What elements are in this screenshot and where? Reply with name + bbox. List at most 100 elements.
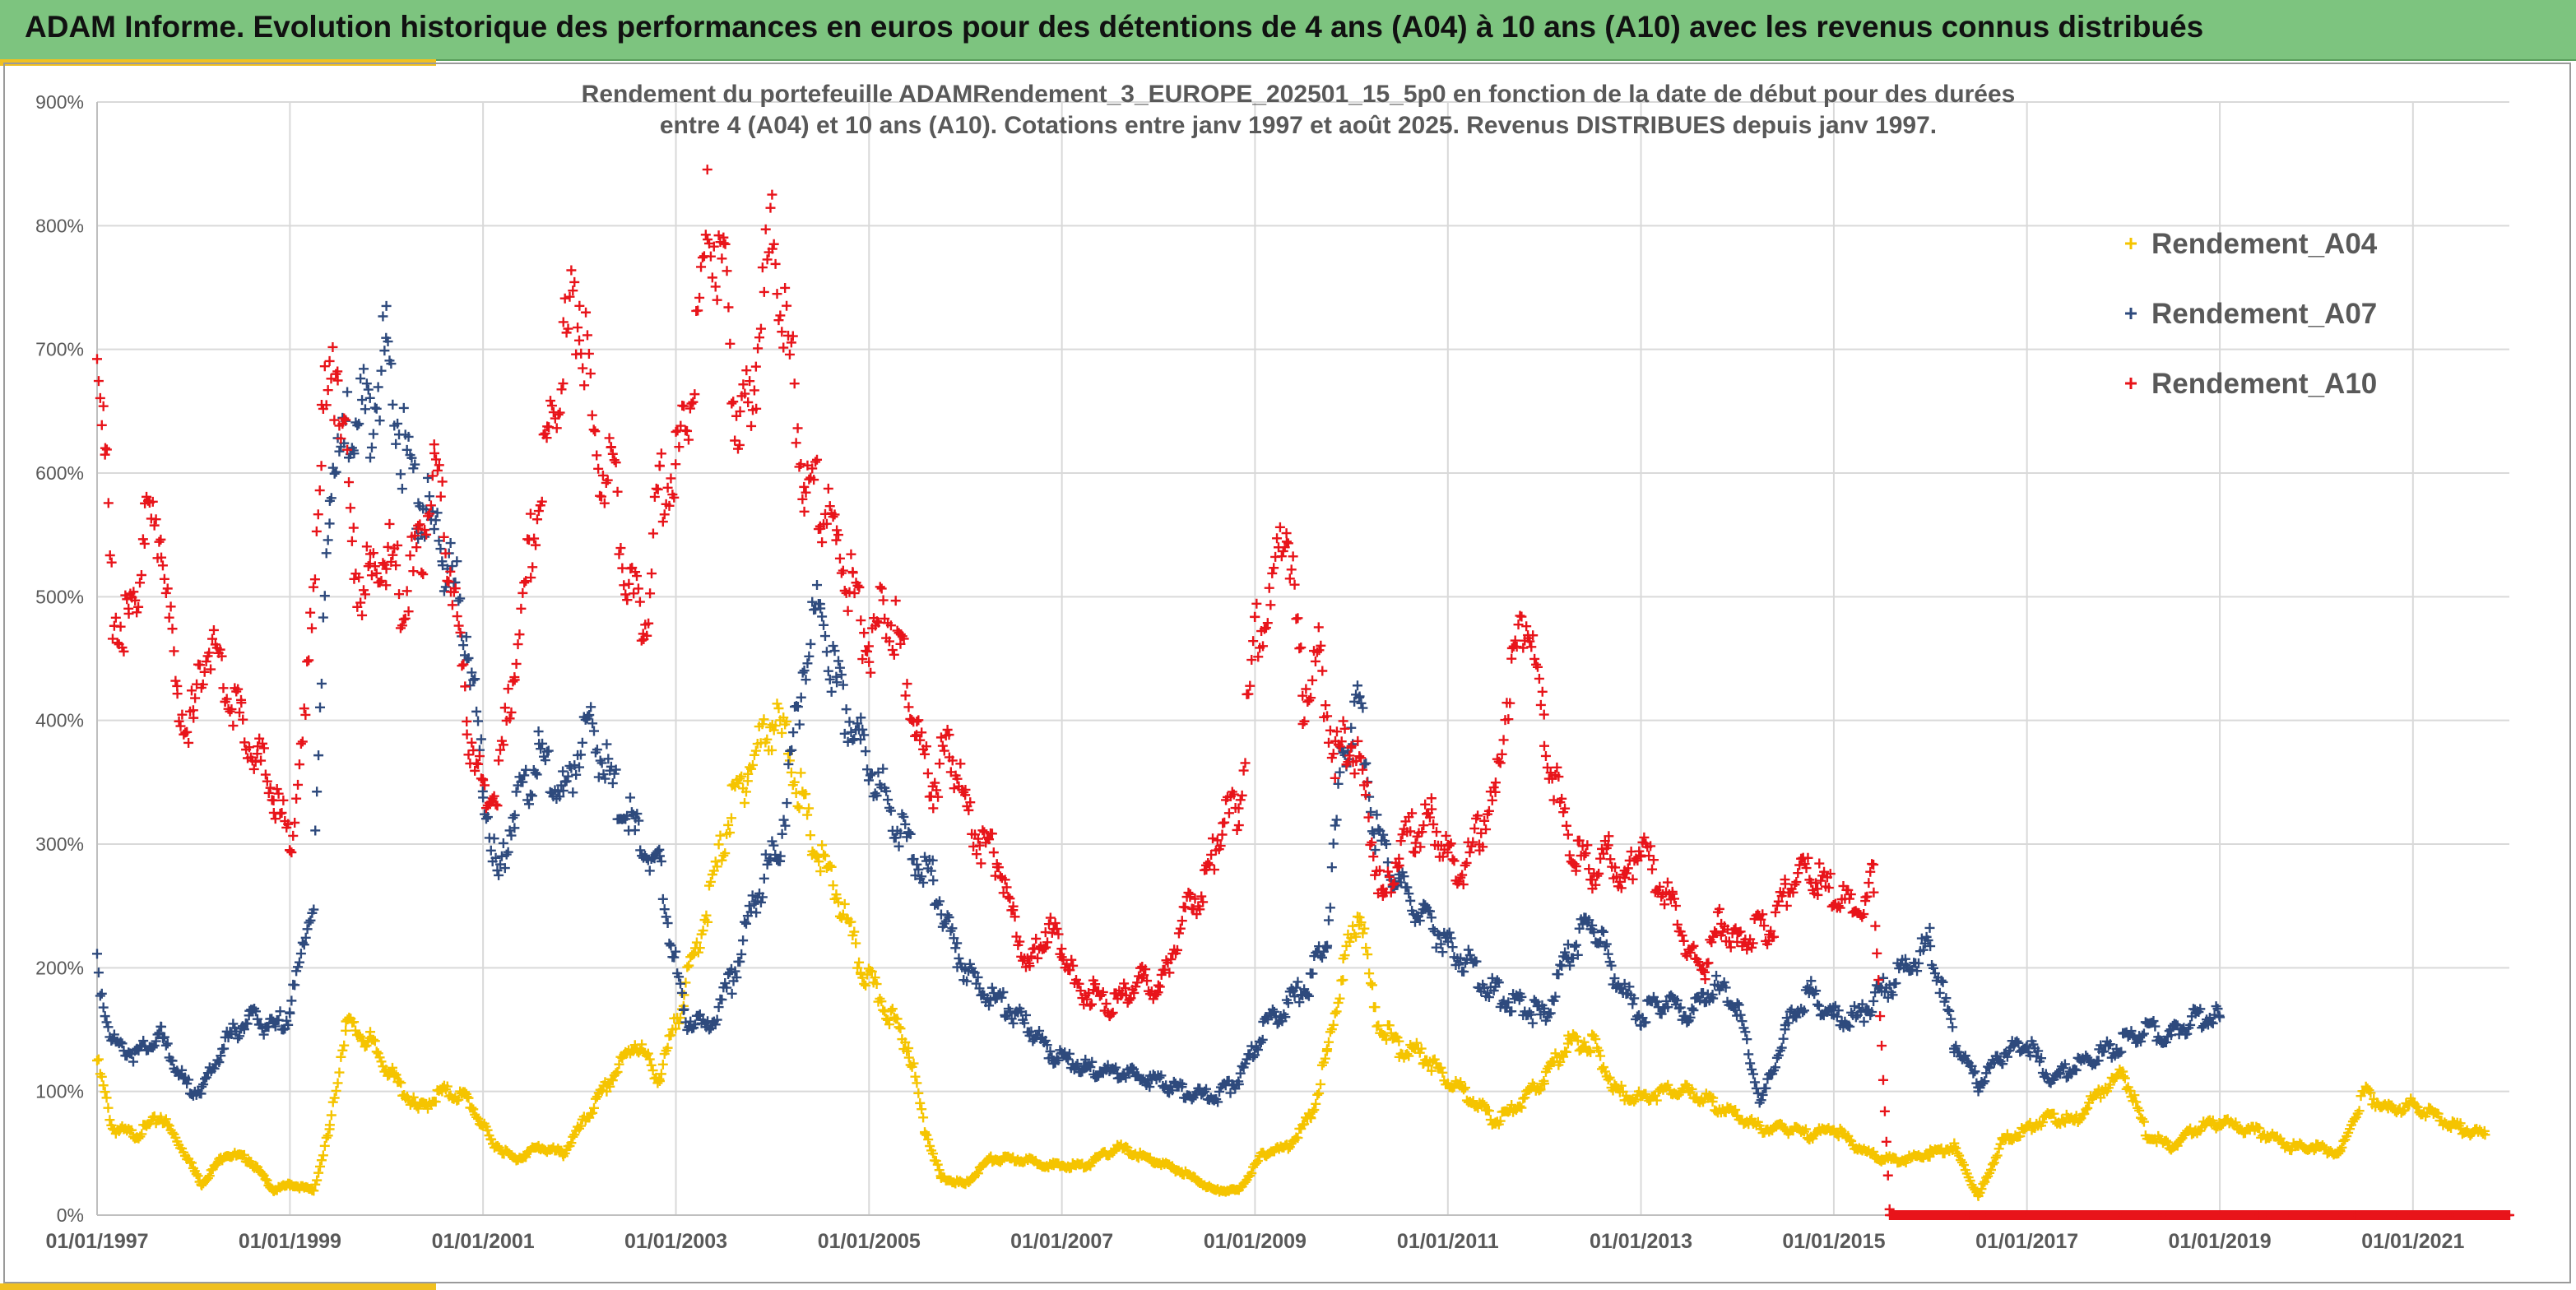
data-point (1281, 536, 1292, 547)
data-point (1243, 689, 1254, 699)
data-point (574, 335, 585, 346)
data-point (1381, 1034, 1391, 1045)
data-point (1299, 984, 1310, 995)
data-point (96, 988, 107, 999)
data-point (644, 865, 655, 876)
data-point (1309, 1105, 1320, 1116)
data-point (1711, 971, 1722, 981)
data-point (361, 1040, 372, 1051)
data-point (294, 957, 304, 968)
data-point (972, 972, 983, 982)
data-point (1200, 1084, 1211, 1094)
data-point (782, 798, 792, 809)
legend-label: Rendement_A07 (2151, 298, 2377, 330)
data-point (743, 768, 754, 779)
data-point (341, 1025, 351, 1036)
data-point (162, 1038, 173, 1049)
data-point (100, 1011, 110, 1022)
data-point (326, 493, 337, 503)
data-point (411, 542, 422, 553)
data-point (819, 619, 829, 630)
x-tick-label: 01/01/2003 (624, 1230, 727, 1253)
data-point (494, 755, 504, 766)
data-point (1322, 940, 1333, 951)
data-point (139, 538, 150, 549)
data-point (160, 1040, 171, 1051)
data-point (2118, 1071, 2128, 1082)
data-point (1323, 915, 1334, 926)
data-point (1366, 978, 1376, 989)
data-point (918, 877, 929, 888)
data-point (302, 657, 313, 667)
data-point (715, 830, 726, 841)
data-point (1328, 1019, 1339, 1030)
data-point (1354, 691, 1365, 702)
data-point (1601, 939, 1612, 949)
data-point (2412, 1102, 2423, 1112)
data-point (462, 716, 472, 726)
data-point (1219, 817, 1230, 828)
data-point (2161, 1135, 2171, 1146)
data-point (379, 346, 390, 356)
legend-marker (2125, 378, 2137, 389)
data-point (408, 566, 419, 577)
data-point (831, 535, 842, 545)
data-point (834, 553, 845, 564)
data-point (1361, 758, 1372, 768)
data-point (1924, 922, 1935, 933)
data-point (364, 559, 375, 569)
data-point (1272, 533, 1283, 544)
data-point (478, 792, 489, 803)
data-point (1367, 980, 1377, 991)
data-point (110, 612, 121, 623)
data-point (723, 302, 734, 313)
data-point (342, 387, 353, 397)
data-point (824, 861, 835, 871)
data-point (521, 1152, 531, 1162)
data-point (932, 1159, 943, 1170)
x-tick-label: 01/01/2001 (432, 1230, 535, 1253)
data-point (584, 710, 595, 721)
data-point (357, 610, 368, 620)
data-point (365, 452, 376, 463)
data-point (1416, 1043, 1427, 1054)
data-point (1944, 1005, 1955, 1016)
data-point (1703, 958, 1714, 968)
data-point (1535, 699, 1546, 710)
data-point (514, 772, 525, 782)
data-point (675, 978, 685, 989)
data-point (1161, 1080, 1172, 1091)
data-point (361, 378, 372, 389)
data-point (540, 755, 550, 766)
data-point (423, 472, 434, 483)
data-point (1748, 1069, 1758, 1079)
data-point (1867, 1148, 1877, 1158)
data-point (1976, 1184, 1987, 1195)
data-point (566, 265, 577, 276)
data-point (609, 455, 620, 466)
data-point (705, 876, 716, 887)
y-axis-ticks: 900%800%700%600%500%400%300%200%100%0% (35, 91, 84, 1226)
data-point (593, 463, 604, 474)
data-point (1251, 1158, 1261, 1168)
data-point (865, 770, 875, 781)
data-point (735, 773, 745, 784)
data-point (895, 828, 906, 838)
data-point (1072, 1059, 1083, 1069)
data-point (345, 503, 355, 513)
data-point (587, 718, 598, 729)
data-point (200, 1074, 211, 1084)
data-point (603, 754, 614, 764)
data-point (154, 1028, 165, 1038)
data-point (847, 568, 858, 578)
data-point (588, 425, 599, 435)
data-point (482, 1125, 493, 1135)
data-point (170, 675, 181, 686)
data-point (440, 582, 451, 592)
data-point (344, 1012, 355, 1023)
data-point (807, 596, 818, 607)
data-point (574, 300, 585, 311)
data-point (388, 550, 398, 560)
data-point (430, 1097, 441, 1107)
